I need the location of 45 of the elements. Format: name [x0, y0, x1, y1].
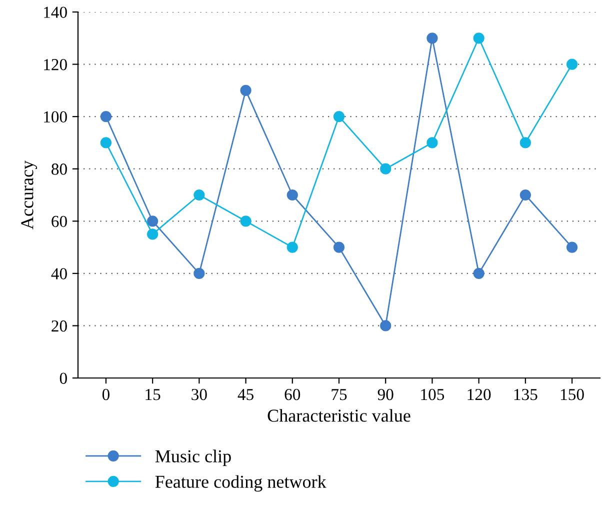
x-tick-label: 150 — [561, 388, 584, 400]
point — [426, 137, 438, 148]
x-tick-label: 105 — [421, 388, 444, 400]
point — [426, 32, 438, 44]
legend-label: Music clip — [155, 450, 231, 466]
point — [473, 268, 484, 279]
y-tick-label: 40 — [51, 268, 67, 280]
x-tick-label: 135 — [514, 388, 538, 400]
y-tick-label: 0 — [60, 372, 67, 384]
x-tick-label: 15 — [146, 388, 160, 400]
y-axis-title: Accuracy — [21, 160, 38, 230]
x-tick-label: 75 — [332, 389, 347, 400]
point — [240, 84, 252, 96]
point — [520, 189, 531, 201]
y-tick-label: 140 — [44, 6, 67, 18]
x-tick-label: 120 — [468, 388, 491, 400]
point — [333, 242, 345, 253]
y-tick-label: 100 — [44, 111, 67, 123]
y-tick-label: 120 — [44, 58, 67, 70]
point — [380, 320, 392, 332]
point — [100, 137, 112, 148]
x-tick-label: 90 — [378, 388, 394, 400]
point — [566, 58, 578, 70]
y-tick-label: 60 — [52, 216, 67, 228]
y-tick-label: 80 — [52, 164, 67, 175]
x-tick-label: 60 — [284, 388, 300, 400]
point — [380, 163, 392, 174]
point — [473, 32, 484, 44]
legend-label: Feature coding network — [155, 475, 326, 492]
point — [566, 242, 578, 253]
point — [100, 111, 112, 122]
x-tick-label: 45 — [238, 389, 254, 400]
x-tick-label: 30 — [192, 388, 207, 400]
x-tick-label: 0 — [102, 388, 110, 400]
point — [147, 216, 158, 227]
x-axis-title: Characteristic value — [268, 409, 410, 422]
point — [520, 137, 531, 148]
point — [240, 216, 252, 227]
point — [333, 111, 345, 122]
y-tick-label: 20 — [52, 320, 67, 332]
point — [147, 228, 158, 240]
point — [286, 242, 298, 253]
point — [194, 268, 205, 279]
point — [194, 189, 205, 201]
point — [286, 189, 298, 201]
